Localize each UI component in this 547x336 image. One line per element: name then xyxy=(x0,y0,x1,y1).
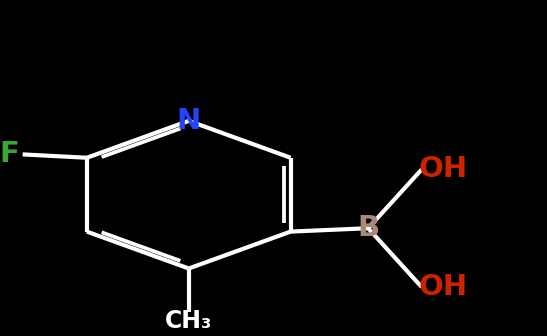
Text: OH: OH xyxy=(418,273,468,301)
Text: B: B xyxy=(357,214,379,242)
Text: OH: OH xyxy=(418,156,468,183)
Text: CH₃: CH₃ xyxy=(165,308,212,333)
Text: F: F xyxy=(0,140,19,168)
Text: N: N xyxy=(177,107,201,135)
